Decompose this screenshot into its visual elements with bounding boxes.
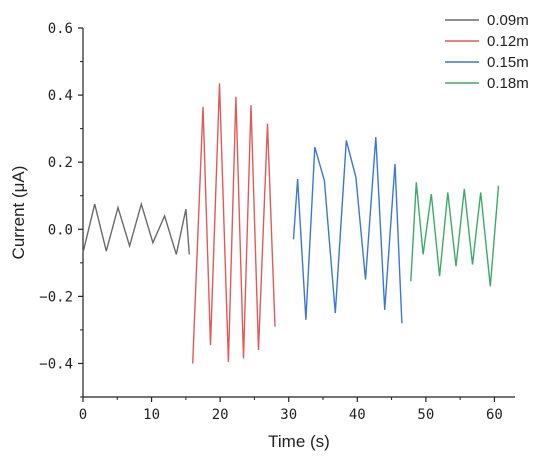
legend-item-0.12m: 0.12m	[445, 33, 529, 50]
axes: −0.4 −0.2 0.0 0.2 0.4 0.6 0 10 20 30 40 50 60	[39, 21, 515, 423]
y-tick-label: 0.2	[48, 155, 73, 171]
series-layer	[82, 83, 500, 364]
legend: 0.09m 0.12m 0.15m 0.18m	[445, 12, 529, 92]
series-line-0.15m	[292, 136, 403, 324]
series-line-0.18m	[410, 182, 500, 287]
legend-item-0.09m: 0.09m	[445, 12, 529, 29]
y-tick-label: −0.4	[39, 356, 73, 372]
y-tick-label: 0.4	[48, 88, 73, 104]
legend-item-0.15m: 0.15m	[445, 54, 529, 71]
y-axis-label: Current (μA)	[9, 166, 28, 260]
series-line-0.09m	[82, 201, 190, 255]
legend-label: 0.15m	[487, 54, 529, 71]
legend-label: 0.18m	[487, 75, 529, 92]
legend-item-0.18m: 0.18m	[445, 75, 529, 92]
x-tick-label: 10	[143, 407, 160, 423]
x-tick-label: 60	[486, 407, 503, 423]
series-line-0.12m	[192, 83, 276, 364]
x-tick-label: 0	[79, 407, 87, 423]
x-tick-label: 20	[212, 407, 229, 423]
x-axis-label: Time (s)	[268, 432, 330, 451]
y-tick-label: 0.0	[48, 222, 73, 238]
y-tick-label: −0.2	[39, 289, 73, 305]
legend-label: 0.12m	[487, 33, 529, 50]
x-tick-label: 30	[280, 407, 297, 423]
x-tick-label: 50	[417, 407, 434, 423]
x-tick-label: 40	[349, 407, 366, 423]
legend-label: 0.09m	[487, 12, 529, 29]
y-tick-label: 0.6	[48, 21, 73, 37]
